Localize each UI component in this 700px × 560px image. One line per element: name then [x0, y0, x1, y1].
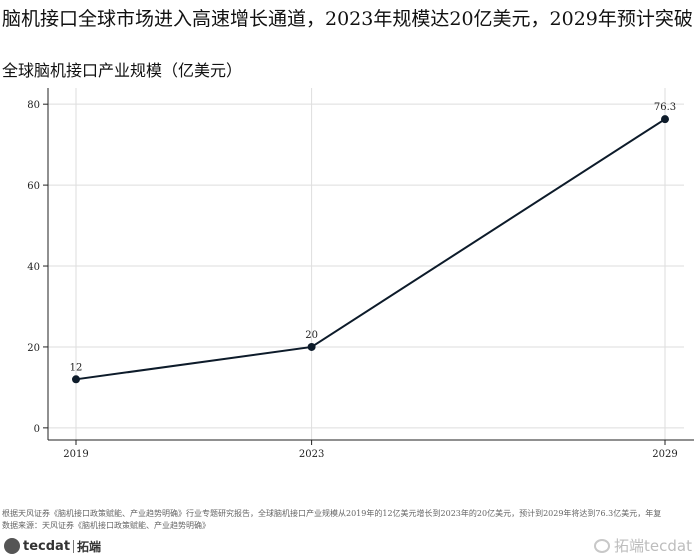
logo-circle-icon — [4, 538, 20, 554]
y-tick-label: 80 — [27, 100, 40, 111]
logo-cn-text: 拓端 — [77, 539, 102, 554]
data-label: 76.3 — [654, 102, 676, 113]
y-tick-label: 40 — [27, 262, 40, 273]
logo-divider — [73, 539, 75, 553]
footnote-description: 根据天风证券《脑机接口政策赋能、产业趋势明确》行业专题研究报告，全球脑机接口产业… — [2, 509, 662, 518]
brand-logo: tecdat 拓端 — [4, 537, 101, 555]
data-label: 20 — [305, 330, 318, 341]
series-line — [75, 118, 666, 381]
logo-text: tecdat — [23, 538, 71, 554]
chart-subtitle: 全球脑机接口产业规模（亿美元） — [2, 61, 243, 80]
x-tick-label: 2023 — [299, 449, 324, 460]
y-tick-label: 20 — [27, 343, 40, 354]
watermark-text: 拓端tecdat — [614, 537, 692, 555]
data-point — [661, 115, 669, 124]
footnote: 根据天风证券《脑机接口政策赋能、产业趋势明确》行业专题研究报告，全球脑机接口产业… — [2, 508, 698, 532]
x-tick-label: 2029 — [652, 449, 677, 460]
data-label: 12 — [70, 362, 83, 373]
y-tick-label: 0 — [34, 424, 40, 435]
footnote-source: 数据来源：天风证券《脑机接口政策赋能、产业趋势明确》 — [2, 521, 210, 530]
data-point — [72, 375, 80, 384]
watermark: 拓端tecdat — [594, 535, 692, 556]
data-point — [307, 342, 316, 351]
x-tick-label: 2019 — [63, 449, 88, 460]
weibo-icon — [594, 538, 611, 553]
y-tick-label: 60 — [27, 181, 40, 192]
chart-title: 脑机接口全球市场进入高速增长通道，2023年规模达20亿美元，2029年预计突破 — [2, 8, 693, 30]
